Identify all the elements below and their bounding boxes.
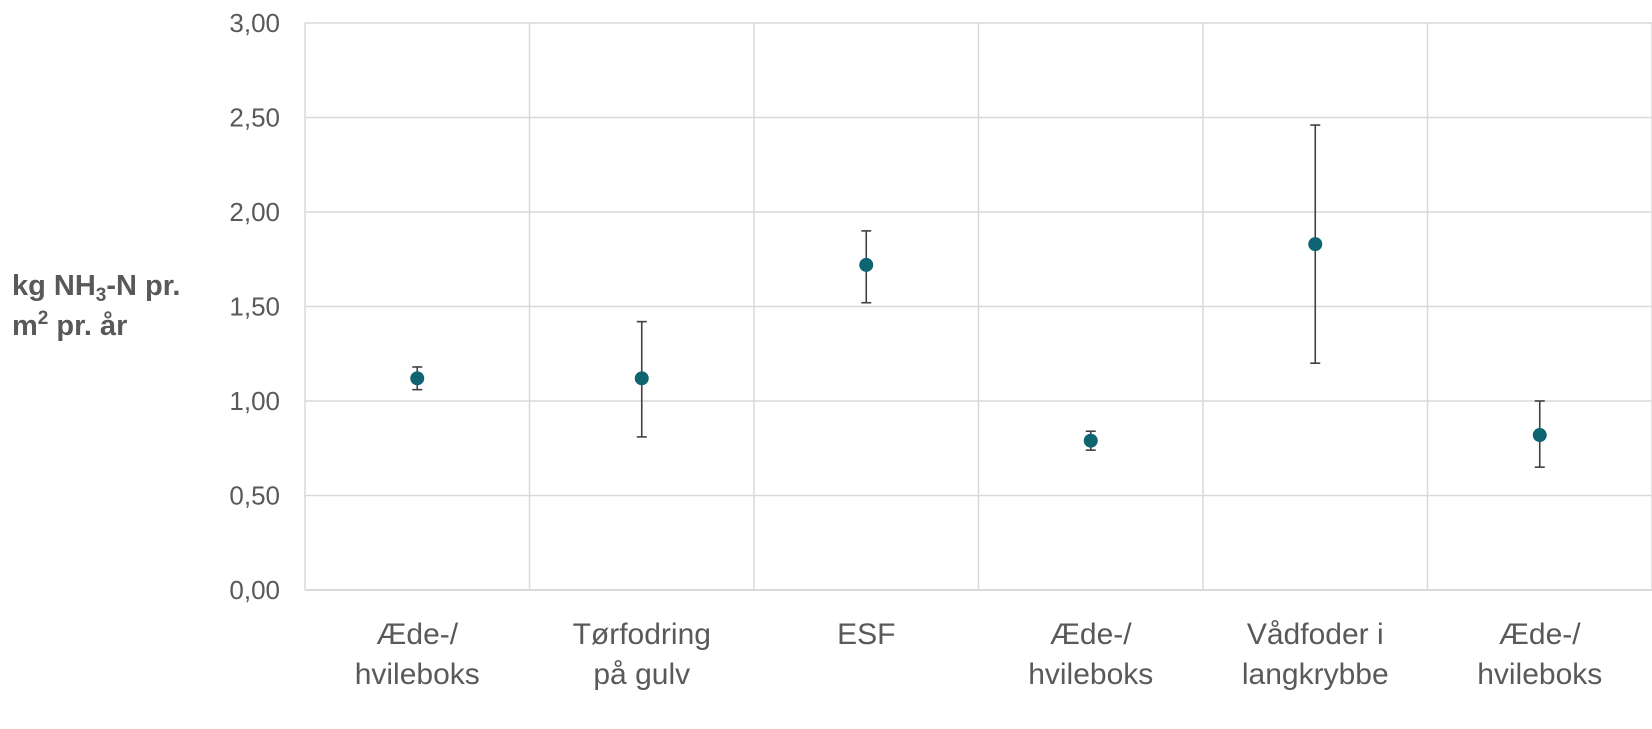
x-tick-label-line: Vådfoder i xyxy=(1247,618,1384,651)
data-point-group xyxy=(1083,430,1098,451)
x-tick-label-line: hvileboks xyxy=(1477,658,1602,691)
x-tick-label-line: langkrybbe xyxy=(1242,658,1389,691)
x-tick-label: Tørfodring på gulv xyxy=(573,618,711,691)
x-tick-label: ESF xyxy=(837,618,895,651)
gridlines xyxy=(304,22,1652,590)
x-tick-label-line: på gulv xyxy=(593,658,690,691)
y-axis-label-part1: kg NH xyxy=(12,270,96,302)
data-point-group xyxy=(1308,124,1323,365)
y-tick-label: 1,50 xyxy=(229,292,280,322)
x-tick-label: Vådfoder i langkrybbe xyxy=(1242,618,1389,691)
data-point xyxy=(1083,433,1098,448)
x-tick-label-line: hvileboks xyxy=(355,658,480,691)
y-tick-label: 2,50 xyxy=(229,103,280,133)
y-axis-label-subscript: 3 xyxy=(95,285,107,306)
x-tick-label-line: ESF xyxy=(837,618,895,651)
data-point-group xyxy=(859,230,874,304)
x-tick-label: Æde-/ hvileboks xyxy=(1028,618,1153,691)
y-tick-label: 1,00 xyxy=(229,386,280,416)
data-point xyxy=(859,257,874,272)
y-tick-label: 0,50 xyxy=(229,481,280,511)
y-tick-label: 3,00 xyxy=(229,8,280,38)
y-tick-label: 0,00 xyxy=(229,575,280,605)
data-point xyxy=(634,371,649,386)
data-point-group xyxy=(410,366,425,391)
y-axis-label-part3: m xyxy=(12,310,38,342)
y-axis-label-part4: pr. år xyxy=(48,310,128,342)
x-tick-label-line: Æde-/ xyxy=(376,618,458,651)
y-axis-label-part2: -N pr. xyxy=(106,270,181,302)
x-tick-label-line: Tørfodring xyxy=(573,618,711,651)
data-point xyxy=(1532,428,1547,443)
data-point-group xyxy=(1532,400,1547,468)
data-point-group xyxy=(634,320,649,438)
y-axis-label-superscript: 2 xyxy=(37,308,49,329)
x-tick-label: Æde-/ hvileboks xyxy=(355,618,480,691)
x-tick-label-line: hvileboks xyxy=(1028,658,1153,691)
series-markers xyxy=(410,124,1547,468)
y-axis-label: kg NH3-N pr. m2 pr. år xyxy=(12,266,181,346)
x-tick-label: Æde-/ hvileboks xyxy=(1477,618,1602,691)
y-tick-label: 2,00 xyxy=(229,197,280,227)
data-point xyxy=(1308,237,1323,252)
x-tick-label-line: Æde-/ xyxy=(1499,618,1581,651)
x-tick-label-line: Æde-/ xyxy=(1050,618,1132,651)
data-point xyxy=(410,371,425,386)
